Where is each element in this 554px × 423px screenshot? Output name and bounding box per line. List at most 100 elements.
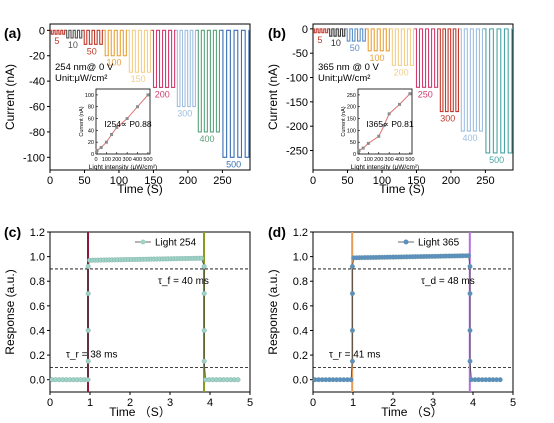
x-tick-label: 150 — [144, 175, 162, 187]
data-point — [146, 93, 150, 97]
x-tick-label: 50 — [78, 175, 90, 187]
data-point — [408, 92, 412, 96]
level-label-100: 100 — [369, 53, 384, 63]
plot-frame — [49, 23, 251, 171]
x-tick-label: 1 — [87, 397, 93, 409]
inset-x-tick-label: 300 — [123, 157, 132, 163]
data-point — [99, 146, 103, 149]
x-tick-label: 3 — [430, 397, 436, 409]
fit-equation: I365∝ P0.81 — [366, 119, 413, 129]
data-point — [387, 112, 391, 116]
trace-500 — [483, 28, 513, 154]
x-tick-label: 250 — [476, 175, 494, 187]
panel-label: (c) — [4, 224, 21, 240]
inset-x-tick-label: 400 — [133, 157, 142, 163]
x-tick-label: 250 — [213, 175, 231, 187]
unit-label: Unit:μW/cm² — [318, 73, 370, 84]
y-tick-label: -50 — [292, 48, 308, 60]
y-tick-label: 0.8 — [30, 276, 45, 288]
y-tick-label: 0.6 — [293, 301, 308, 313]
y-tick-label: 0 — [39, 25, 45, 37]
response-point — [201, 264, 207, 269]
trace-400 — [459, 28, 484, 132]
data-point — [366, 141, 370, 145]
inset-y-tick-label: 0 — [91, 152, 94, 158]
data-point — [357, 148, 361, 152]
response-point — [85, 328, 91, 333]
x-tick-label: 1 — [350, 397, 356, 409]
data-point — [382, 124, 386, 128]
x-tick-label: 3 — [167, 397, 173, 409]
inset-y-axis-label: Current (nA) — [341, 106, 347, 136]
inset-x-tick-label: 300 — [385, 157, 394, 163]
level-label-200: 200 — [394, 67, 409, 77]
x-tick-label: 100 — [373, 175, 391, 187]
fall-time-label: τ_f = 40 ms — [158, 276, 209, 287]
rise-time-label: τ_r = 41 ms — [329, 349, 380, 360]
trace-150 — [127, 29, 152, 73]
inset-x-tick-label: 100 — [364, 157, 373, 163]
data-point — [110, 133, 114, 136]
panel-label: (b) — [268, 25, 286, 41]
inset-y-tick-label: 200 — [347, 105, 356, 111]
data-point — [357, 150, 361, 154]
x-tick-label: 50 — [341, 175, 353, 187]
level-label-250: 250 — [418, 89, 433, 99]
x-tick-label: 200 — [442, 175, 460, 187]
response-point — [467, 264, 473, 269]
x-tick-label: 2 — [127, 397, 133, 409]
inset-y-tick-label: 150 — [347, 117, 356, 123]
y-tick-label: -250 — [286, 146, 308, 158]
response-point — [467, 328, 473, 333]
inset-x-tick-label: 200 — [374, 157, 383, 163]
panel-label: (a) — [4, 25, 21, 41]
y-axis-label: Current (nA) — [266, 64, 280, 130]
y-axis-label: Response (a.u.) — [266, 269, 280, 354]
response-point — [349, 291, 355, 296]
trace-100 — [366, 28, 391, 52]
trace-10 — [328, 28, 346, 37]
y-axis-label: Response (a.u.) — [3, 269, 17, 354]
level-label-200: 200 — [155, 89, 170, 99]
x-axis-label: Time （S） — [381, 405, 443, 419]
data-point — [125, 117, 129, 121]
response-point — [466, 253, 472, 259]
y-tick-label: 0 — [302, 24, 308, 36]
level-label-400: 400 — [200, 134, 215, 144]
legend-marker — [140, 239, 146, 245]
y-axis-label: Current (nA) — [3, 64, 17, 130]
x-tick-label: 0 — [47, 175, 53, 187]
plot-frame — [312, 23, 514, 171]
y-tick-label: 0.4 — [30, 325, 45, 337]
inset-y-tick-label: 0 — [353, 152, 356, 158]
legend-label: Light 254 — [155, 238, 197, 249]
chart-panel-2: 0 50 100 150 200 2500-50-100-150-200-250Time … — [266, 23, 514, 196]
data-point — [361, 146, 365, 150]
inset-y-tick-label: 250 — [347, 93, 356, 99]
trace-300 — [438, 28, 460, 113]
legend-label: Light 365 — [418, 238, 460, 249]
response-point — [467, 358, 473, 364]
x-tick-label: 2 — [390, 397, 396, 409]
level-label-400: 400 — [463, 133, 478, 143]
trace-50 — [345, 28, 367, 42]
data-point — [104, 140, 108, 144]
level-label-150: 150 — [131, 74, 146, 84]
inset-y-tick-label: 100 — [85, 93, 94, 99]
inset-y-tick-label: 60 — [88, 117, 94, 123]
response-point — [85, 358, 91, 364]
trace-5 — [50, 29, 66, 35]
inset-x-axis-label: Light intensity (μW/cm²) — [89, 164, 157, 171]
legend-marker — [403, 239, 409, 245]
response-point — [467, 291, 473, 296]
response-point — [201, 328, 207, 333]
response-curve — [52, 257, 238, 381]
condition-label: 254 nm@ 0 V — [55, 62, 114, 73]
data-point — [136, 105, 140, 109]
x-axis-label: Time (S) — [379, 182, 425, 196]
y-tick-label: 1.0 — [293, 252, 308, 264]
response-point — [85, 377, 91, 383]
trace-400 — [196, 29, 221, 133]
y-tick-label: -60 — [29, 102, 45, 114]
